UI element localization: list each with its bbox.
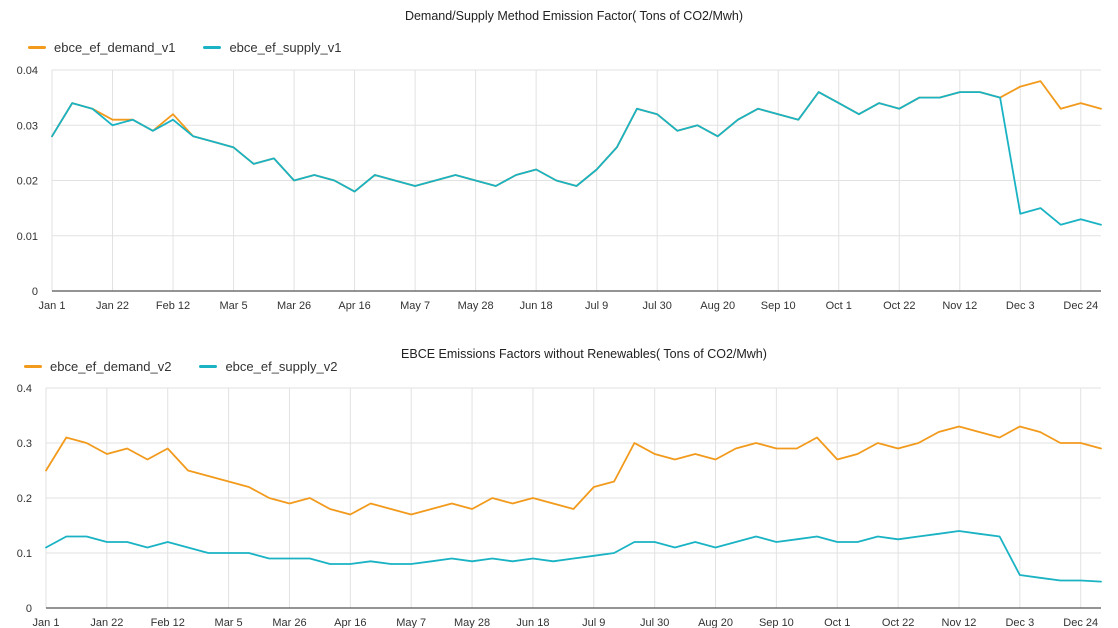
legend-label: ebce_ef_demand_v2 bbox=[50, 359, 172, 374]
x-tick-label: Jul 9 bbox=[582, 617, 605, 628]
x-tick-label: Feb 12 bbox=[156, 300, 190, 312]
chart-title: EBCE Emissions Factors without Renewable… bbox=[401, 347, 767, 361]
x-tick-label: Oct 1 bbox=[824, 617, 850, 628]
x-tick-label: Jun 18 bbox=[516, 617, 549, 628]
legend-label: ebce_ef_demand_v1 bbox=[54, 40, 176, 55]
legend-swatch-supply bbox=[199, 365, 218, 368]
x-tick-label: Dec 3 bbox=[1006, 300, 1035, 312]
x-tick-label: Jun 18 bbox=[520, 300, 553, 312]
y-tick-label: 0 bbox=[32, 286, 38, 298]
legend-label: ebce_ef_supply_v1 bbox=[229, 40, 342, 55]
x-tick-label: Mar 26 bbox=[277, 300, 311, 312]
x-tick-label: Jul 30 bbox=[640, 617, 669, 628]
x-tick-label: Jan 22 bbox=[96, 300, 129, 312]
x-tick-label: Aug 20 bbox=[698, 617, 733, 628]
legend-item-supply[interactable]: ebce_ef_supply_v2 bbox=[199, 359, 337, 374]
x-tick-label: Dec 3 bbox=[1005, 617, 1034, 628]
series-line-supply[interactable] bbox=[45, 530, 1102, 583]
x-tick-label: Sep 10 bbox=[759, 617, 794, 628]
x-tick-label: Aug 20 bbox=[700, 300, 735, 312]
x-tick-label: May 28 bbox=[454, 617, 490, 628]
x-tick-label: Oct 22 bbox=[883, 300, 915, 312]
legend-swatch-demand bbox=[28, 46, 46, 49]
series-line-demand[interactable] bbox=[51, 80, 1102, 193]
legend-swatch-supply bbox=[203, 46, 222, 49]
chart-panel-1: Demand/Supply Method Emission Factor( To… bbox=[17, 9, 1102, 312]
series-line-demand[interactable] bbox=[45, 425, 1102, 516]
x-tick-label: May 28 bbox=[458, 300, 494, 312]
x-tick-label: Dec 24 bbox=[1063, 617, 1098, 628]
x-tick-label: Jul 9 bbox=[585, 300, 608, 312]
x-tick-label: Nov 12 bbox=[942, 617, 977, 628]
y-tick-label: 0 bbox=[26, 603, 32, 615]
x-tick-label: Sep 10 bbox=[761, 300, 796, 312]
x-tick-label: Oct 22 bbox=[882, 617, 914, 628]
x-tick-label: Feb 12 bbox=[151, 617, 185, 628]
chart-panel-2: EBCE Emissions Factors without Renewable… bbox=[0, 340, 1118, 628]
x-tick-label: Jan 1 bbox=[39, 300, 66, 312]
x-tick-label: Jan 1 bbox=[33, 617, 60, 628]
x-tick-label: Dec 24 bbox=[1063, 300, 1098, 312]
y-tick-label: 0.4 bbox=[17, 383, 32, 395]
y-tick-label: 0.3 bbox=[17, 438, 32, 450]
legend-label: ebce_ef_supply_v2 bbox=[225, 359, 338, 374]
legend-swatch-demand bbox=[24, 365, 42, 368]
x-tick-label: Mar 26 bbox=[272, 617, 306, 628]
line-chart-1: 0 0.01 0.02 0.03 0.04 Jan 1 Jan 22 Feb 12 Mar 5 M… bbox=[17, 65, 1102, 312]
y-tick-label: 0.03 bbox=[17, 120, 38, 132]
legend-item-supply[interactable]: ebce_ef_supply_v1 bbox=[203, 40, 341, 55]
y-tick-label: 0.01 bbox=[17, 231, 38, 243]
x-tick-label: Mar 5 bbox=[219, 300, 247, 312]
y-tick-label: 0.2 bbox=[17, 493, 32, 505]
legend-item-demand[interactable]: ebce_ef_demand_v2 bbox=[24, 359, 171, 374]
x-tick-label: Jul 30 bbox=[643, 300, 672, 312]
legend-item-demand[interactable]: ebce_ef_demand_v1 bbox=[28, 40, 175, 55]
chart-legend: ebce_ef_demand_v1 ebce_ef_supply_v1 bbox=[28, 40, 369, 55]
line-chart-2: 0 0.1 0.2 0.3 0.4 Jan 1 Jan 22 Feb 12 Mar 5 Mar 2… bbox=[17, 383, 1102, 628]
y-tick-label: 0.1 bbox=[17, 548, 32, 560]
x-tick-label: Nov 12 bbox=[942, 300, 977, 312]
chart-title: Demand/Supply Method Emission Factor( To… bbox=[404, 9, 744, 23]
y-tick-label: 0.04 bbox=[17, 65, 38, 77]
x-tick-label: Mar 5 bbox=[215, 617, 243, 628]
x-tick-label: May 7 bbox=[400, 300, 430, 312]
x-tick-label: May 7 bbox=[396, 617, 426, 628]
y-tick-label: 0.02 bbox=[17, 176, 38, 188]
x-tick-label: Apr 16 bbox=[338, 300, 370, 312]
series-line-supply[interactable] bbox=[51, 91, 1102, 226]
x-tick-label: Jan 22 bbox=[90, 617, 123, 628]
x-tick-label: Oct 1 bbox=[826, 300, 852, 312]
chart-legend: ebce_ef_demand_v2 ebce_ef_supply_v2 bbox=[24, 359, 365, 374]
x-tick-label: Apr 16 bbox=[334, 617, 366, 628]
